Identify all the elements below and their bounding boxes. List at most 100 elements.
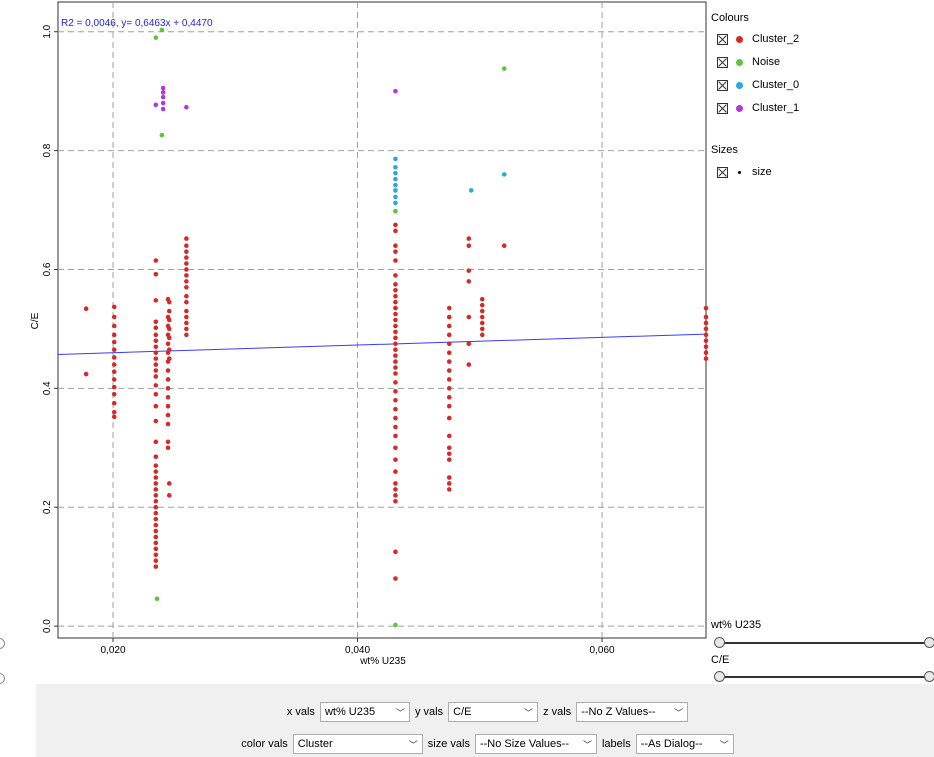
x-tick-label: 0,040	[345, 645, 370, 656]
data-point	[393, 481, 398, 486]
legend-sizes-title: Sizes	[711, 144, 738, 156]
data-point	[153, 498, 159, 504]
color-vals-value: Cluster	[297, 738, 333, 750]
data-point	[466, 341, 472, 347]
legend-checkbox-icon[interactable]	[717, 56, 728, 68]
data-point	[393, 200, 398, 206]
z-vals-select[interactable]: --No Z Values-- ﹀	[576, 702, 689, 722]
data-point	[153, 403, 159, 409]
data-point	[446, 445, 452, 451]
data-point	[479, 308, 485, 314]
data-point	[184, 255, 189, 260]
legend-item-label: size	[752, 166, 772, 178]
data-point	[393, 305, 398, 311]
data-point	[153, 564, 159, 569]
y-tick-label: 0.2	[42, 500, 53, 514]
data-point	[393, 353, 398, 358]
z-vals-label: z vals	[543, 706, 572, 718]
regression-line	[57, 333, 707, 355]
slider-min-knob-y[interactable]	[714, 671, 725, 682]
data-point	[466, 243, 472, 249]
legend-item-cluster-0[interactable]: Cluster_0	[711, 77, 799, 93]
data-point	[153, 510, 159, 516]
slider-track-x[interactable]	[719, 642, 931, 644]
data-point	[165, 421, 171, 427]
legend-item-size[interactable]: size	[711, 164, 772, 180]
data-point	[703, 326, 709, 332]
data-point	[393, 406, 398, 412]
data-point	[703, 350, 709, 355]
legend-item-noise[interactable]: Noise	[711, 54, 780, 70]
color-vals-select[interactable]: Cluster ﹀	[292, 734, 423, 754]
slider-min-knob-x[interactable]	[714, 637, 725, 648]
color-vals-label: color vals	[241, 738, 288, 750]
data-point	[184, 279, 189, 284]
data-point	[184, 320, 189, 326]
data-points	[83, 27, 709, 628]
data-point	[479, 320, 485, 326]
labels-label: labels	[601, 738, 631, 750]
data-point	[165, 445, 171, 451]
legend-color-dot-icon	[736, 81, 743, 89]
legend-item-cluster-1[interactable]: Cluster_1	[711, 100, 799, 116]
data-point	[393, 273, 398, 278]
data-point	[466, 314, 472, 320]
data-point	[393, 222, 398, 228]
regression-layer	[57, 333, 707, 355]
y-axis-label: C/E	[30, 312, 41, 329]
data-point	[153, 374, 159, 379]
size-vals-value: --No Size Values--	[479, 738, 569, 750]
data-point	[446, 368, 452, 373]
legend-item-cluster-2[interactable]: Cluster_2	[711, 31, 799, 47]
data-point	[393, 487, 398, 492]
x-tick-label: 0,060	[590, 645, 615, 656]
legend-checkbox-icon[interactable]	[717, 102, 728, 114]
x-vals-select[interactable]: wt% U235 ﹀	[319, 702, 410, 722]
legend-checkbox-icon[interactable]	[717, 33, 728, 45]
data-point	[166, 335, 172, 341]
y-vals-select[interactable]: C/E ﹀	[448, 702, 539, 722]
data-point	[393, 317, 398, 323]
data-point	[111, 384, 117, 390]
legend-item-label: Cluster_2	[752, 33, 800, 45]
x-vals-label: x vals	[286, 706, 315, 718]
data-point	[184, 326, 189, 332]
data-point	[166, 326, 172, 332]
data-point	[153, 271, 159, 277]
labels-select[interactable]: --As Dialog-- ﹀	[635, 734, 734, 754]
data-point	[393, 164, 398, 170]
data-point	[159, 27, 165, 33]
labels-value: --As Dialog--	[640, 738, 703, 750]
data-point	[393, 249, 398, 254]
data-point	[153, 528, 159, 534]
data-point	[111, 400, 117, 406]
data-point	[393, 371, 398, 376]
axis-ticks: 0,020 0,040 0,060 0.0 0.2 0.4 0.6 0.8 1.0	[42, 24, 615, 656]
data-point	[393, 208, 398, 214]
data-point	[111, 304, 117, 310]
data-point	[153, 383, 159, 388]
data-point	[393, 347, 398, 353]
legend-checkbox-icon[interactable]	[717, 79, 728, 91]
data-point	[393, 341, 398, 347]
data-point	[393, 397, 398, 403]
slider-max-knob-y[interactable]	[924, 671, 934, 682]
data-point	[111, 369, 117, 375]
x-axis-label: wt% U235	[359, 656, 406, 667]
legend-item-label: Cluster_1	[752, 102, 800, 114]
controls-panel: x vals wt% U235 ﹀ y vals C/E ﹀ z vals --…	[36, 684, 934, 757]
data-point	[153, 493, 159, 498]
legend-checkbox-icon[interactable]	[717, 166, 728, 178]
data-point	[153, 35, 159, 40]
data-point	[466, 362, 472, 367]
data-point	[83, 371, 89, 377]
data-point	[446, 475, 452, 480]
slider-track-y[interactable]	[719, 676, 931, 678]
data-point	[446, 457, 452, 462]
data-point	[166, 299, 172, 305]
data-point	[160, 100, 166, 106]
slider-max-knob-x[interactable]	[924, 637, 934, 648]
data-point	[153, 350, 159, 355]
size-vals-select[interactable]: --No Size Values-- ﹀	[474, 734, 597, 754]
data-point	[393, 498, 398, 504]
